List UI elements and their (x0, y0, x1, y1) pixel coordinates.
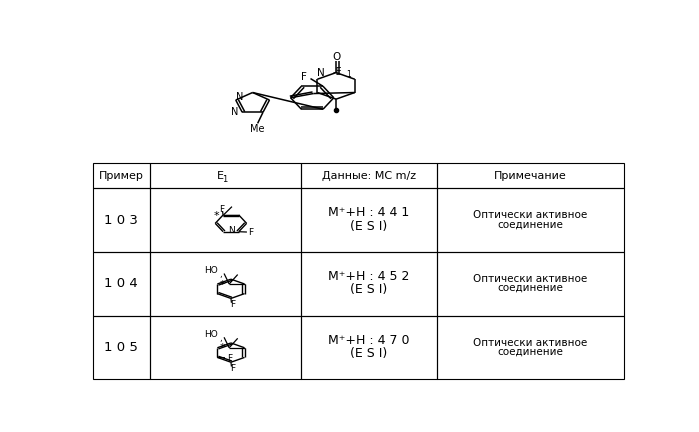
Text: *: * (220, 280, 226, 289)
Text: Оптически активное: Оптически активное (473, 338, 587, 348)
Text: HO: HO (204, 267, 218, 275)
Text: 1 0 5: 1 0 5 (104, 341, 138, 354)
Bar (301, 188, 437, 252)
Bar (437, 316, 624, 379)
Text: N: N (317, 68, 325, 78)
Text: F: F (248, 228, 253, 237)
Text: M⁺+H : 4 7 0: M⁺+H : 4 7 0 (329, 334, 410, 347)
Text: Примечание: Примечание (494, 171, 567, 181)
Text: (E S I): (E S I) (350, 219, 388, 232)
Text: Пример: Пример (99, 171, 144, 181)
Bar (437, 163, 624, 188)
Bar (93, 316, 150, 379)
Text: 1 0 3: 1 0 3 (104, 213, 138, 226)
Bar (301, 163, 437, 188)
Bar (150, 252, 301, 316)
Bar (301, 316, 437, 379)
Text: M⁺+H : 4 5 2: M⁺+H : 4 5 2 (329, 270, 410, 283)
Bar (150, 163, 301, 188)
Text: Оптически активное: Оптически активное (473, 274, 587, 284)
Bar (93, 188, 150, 252)
Text: E: E (217, 171, 224, 181)
Text: (E S I): (E S I) (350, 347, 388, 360)
Text: *: * (214, 211, 219, 221)
Bar (301, 252, 437, 316)
Text: Данные: МС m/z: Данные: МС m/z (322, 171, 416, 181)
Bar (437, 252, 624, 316)
Text: F: F (230, 300, 235, 309)
Text: 1 0 4: 1 0 4 (104, 277, 138, 290)
Text: Me: Me (250, 124, 264, 134)
Text: F: F (219, 204, 224, 213)
Text: ,: , (219, 270, 222, 279)
Bar (437, 188, 624, 252)
Text: 1: 1 (346, 70, 351, 79)
Text: M⁺+H : 4 4 1: M⁺+H : 4 4 1 (329, 206, 410, 219)
Text: HO: HO (204, 330, 218, 339)
Text: ,: , (219, 334, 222, 343)
Bar (150, 316, 301, 379)
Text: Оптически активное: Оптически активное (473, 210, 587, 220)
Text: O: O (333, 52, 340, 62)
Text: F: F (226, 353, 232, 362)
Bar (93, 252, 150, 316)
Text: 1: 1 (222, 175, 228, 184)
Bar (150, 188, 301, 252)
Text: N: N (236, 92, 244, 102)
Text: N: N (231, 107, 239, 117)
Bar (93, 163, 150, 188)
Text: -E: -E (333, 67, 342, 77)
Text: N: N (229, 226, 235, 235)
Text: соединение: соединение (497, 283, 563, 293)
Text: *: * (220, 343, 226, 353)
Text: (E S I): (E S I) (350, 283, 388, 296)
Text: соединение: соединение (497, 347, 563, 357)
Text: F: F (230, 364, 235, 373)
Text: F: F (301, 72, 307, 82)
Text: соединение: соединение (497, 219, 563, 229)
